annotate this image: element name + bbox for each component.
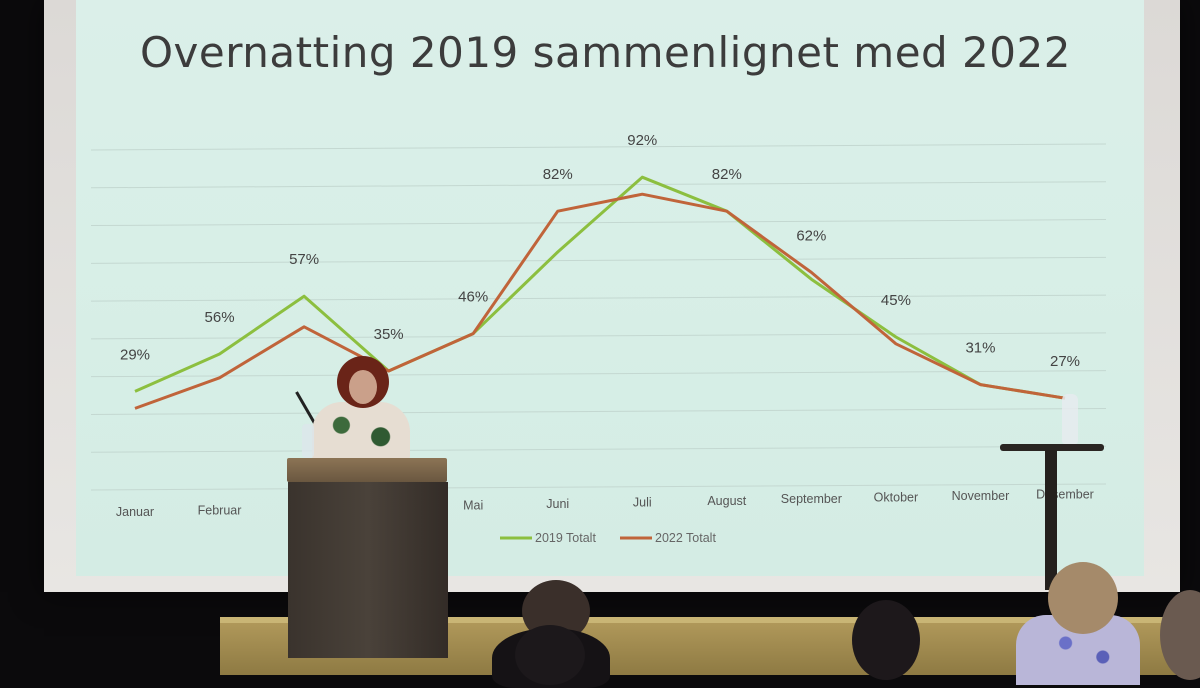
gridline bbox=[90, 407, 1107, 415]
table-water-bottle bbox=[1062, 394, 1078, 444]
gridline bbox=[90, 143, 1107, 151]
audience-member bbox=[1160, 590, 1200, 680]
x-tick-label: November bbox=[952, 489, 1010, 503]
x-tick-label: Juni bbox=[546, 497, 569, 511]
speaker-face bbox=[349, 370, 377, 404]
data-label: 27% bbox=[1050, 353, 1080, 370]
podium-top bbox=[287, 458, 447, 482]
data-label: 82% bbox=[543, 166, 573, 183]
data-label: 35% bbox=[374, 326, 404, 343]
x-tick-label: Mai bbox=[463, 499, 483, 513]
legend-label: 2019 Totalt bbox=[535, 531, 596, 545]
gridline bbox=[90, 332, 1107, 340]
stage-edge bbox=[220, 617, 1180, 623]
chart-data-labels: 29% 56% 57% 35% 46% 82% 92% 82% 62% 45% 31% 27% bbox=[120, 132, 1080, 370]
data-label: 82% bbox=[712, 166, 742, 183]
data-label: 56% bbox=[205, 309, 235, 326]
data-label: 31% bbox=[965, 340, 995, 357]
speaker-body bbox=[312, 402, 410, 460]
gridline bbox=[90, 370, 1107, 378]
legend-label: 2022 Totalt bbox=[655, 531, 716, 545]
line-chart: 29% 56% 57% 35% 46% 82% 92% 82% 62% 45% 31% 27% Jan… bbox=[90, 132, 1107, 545]
data-label: 29% bbox=[120, 346, 150, 363]
data-label: 45% bbox=[881, 292, 911, 309]
gridline bbox=[90, 219, 1107, 227]
projection-screen bbox=[76, 0, 1144, 576]
chart-x-axis: Januar Februar Mai Juni Juli August September O… bbox=[116, 487, 1094, 519]
x-tick-label: Juli bbox=[633, 495, 652, 509]
audience-head bbox=[852, 600, 920, 680]
side-table-top bbox=[1000, 444, 1104, 451]
data-label: 57% bbox=[289, 251, 319, 268]
podium bbox=[288, 482, 448, 658]
series-line-2022 bbox=[134, 192, 1066, 410]
data-label: 46% bbox=[458, 289, 488, 306]
gridline bbox=[90, 445, 1107, 453]
chart-legend: 2019 Totalt 2022 Totalt bbox=[500, 531, 716, 545]
chart-lines bbox=[134, 175, 1066, 410]
x-tick-label: Februar bbox=[198, 503, 242, 517]
data-label: 92% bbox=[627, 132, 657, 149]
gridline bbox=[90, 483, 1107, 491]
data-label: 62% bbox=[796, 227, 826, 244]
x-tick-label: August bbox=[707, 494, 746, 508]
slide-title: Overnatting 2019 sammenlignet med 2022 bbox=[140, 28, 1071, 77]
water-bottle bbox=[302, 424, 314, 458]
gridline bbox=[90, 181, 1107, 189]
side-table-leg bbox=[1045, 450, 1057, 590]
audience-head bbox=[515, 625, 585, 685]
gridline bbox=[90, 256, 1107, 264]
x-tick-label: September bbox=[781, 492, 842, 506]
x-tick-label: Oktober bbox=[874, 491, 918, 505]
series-line-2019 bbox=[134, 175, 1066, 400]
x-tick-label: Januar bbox=[116, 505, 154, 519]
audience-head bbox=[1048, 562, 1118, 634]
chart-grid bbox=[90, 143, 1107, 491]
gridline bbox=[90, 294, 1107, 302]
